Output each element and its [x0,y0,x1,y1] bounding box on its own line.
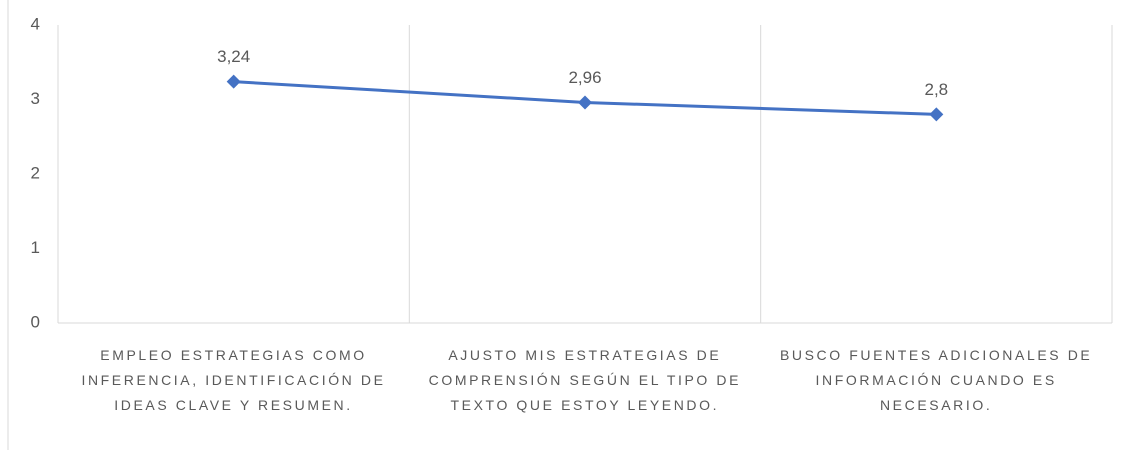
marker [226,74,241,89]
data-label: 2,96 [568,68,601,87]
data-label: 2,8 [925,80,949,99]
x-tick-label: EMPLEO ESTRATEGIAS COMO INFERENCIA, IDEN… [81,347,386,413]
data-label: 3,24 [217,47,250,66]
x-tick-label: AJUSTO MIS ESTRATEGIAS DE COMPRENSIÓN SE… [428,347,742,413]
marker [929,107,944,122]
x-tick-label: BUSCO FUENTES ADICIONALES DE INFORMACIÓN… [779,347,1093,413]
y-tick-label: 4 [31,14,40,33]
marker [578,95,592,110]
y-tick-label: 0 [31,312,40,331]
y-tick-label: 2 [31,163,40,182]
y-tick-label: 1 [31,238,40,257]
y-tick-label: 3 [31,89,40,108]
